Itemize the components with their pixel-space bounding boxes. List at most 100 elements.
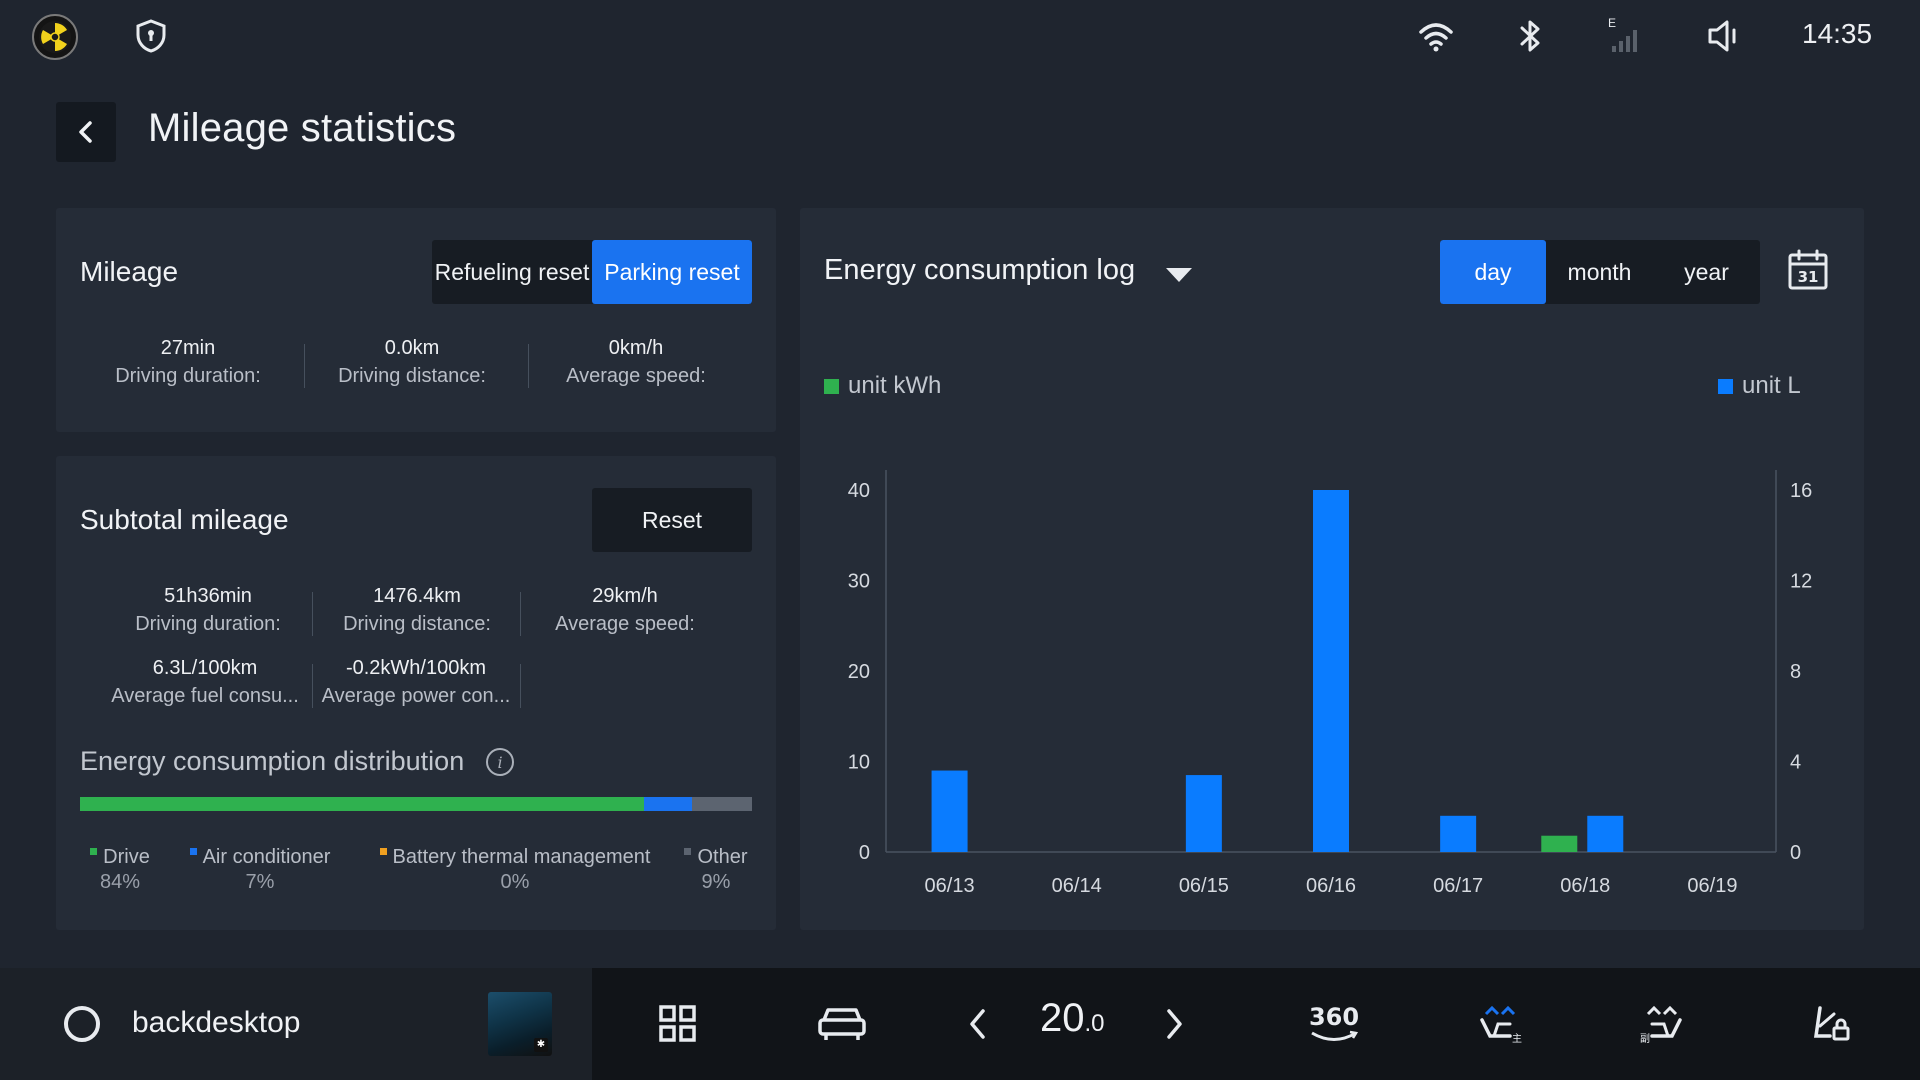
subtotal-stat-fuel: 6.3L/100km Average fuel consu... xyxy=(103,654,307,710)
calendar-day: 31 xyxy=(1797,268,1819,286)
stat-value: 29km/h xyxy=(592,585,658,607)
legend-swatch xyxy=(824,378,839,394)
legend-unit-kwh: unit kWh xyxy=(824,372,941,400)
divider xyxy=(312,664,313,708)
energy-consumption-chart: 0 10 20 30 40 0 4 8 12 16 06/13 06/14 06/15 06/16 06/1… xyxy=(848,470,1812,897)
distribution-segment-air-conditioner xyxy=(644,797,692,811)
360-camera-icon[interactable]: 360 xyxy=(1306,996,1362,1052)
legend-dot xyxy=(90,848,98,855)
energy-log-title[interactable]: Energy consumption log xyxy=(824,254,1136,286)
legend-dot xyxy=(379,848,387,855)
y-left-tick-label: 30 xyxy=(848,571,870,593)
divider xyxy=(520,664,521,708)
subtotal-reset-button[interactable]: Reset xyxy=(592,488,752,552)
x-tick-label: 06/16 xyxy=(1306,875,1356,897)
legend-dot xyxy=(684,848,692,855)
temperature-decimal: .0 xyxy=(1084,1010,1105,1037)
stat-value: 1476.4km xyxy=(373,585,461,607)
stat-label: Average speed: xyxy=(555,613,695,635)
stat-label: Average fuel consu... xyxy=(111,685,299,707)
temperature-value: 20 xyxy=(1040,996,1085,1040)
legend-percent: 84% xyxy=(99,871,141,893)
period-day[interactable]: day xyxy=(1440,240,1546,304)
info-icon[interactable]: i xyxy=(486,748,514,776)
car-icon[interactable] xyxy=(816,996,868,1052)
stat-value: -0.2kWh/100km xyxy=(345,657,487,679)
period-year[interactable]: year xyxy=(1684,258,1729,285)
period-toggle: day month year xyxy=(1440,240,1760,304)
mileage-stat-distance: 0.0km Driving distance: xyxy=(307,334,517,390)
bluetooth-icon[interactable] xyxy=(1516,16,1544,56)
calendar-icon[interactable]: 31 xyxy=(1786,248,1830,292)
legend-battery-thermal: Battery thermal management 0% xyxy=(358,846,672,894)
divider xyxy=(304,344,305,388)
x-tick-label: 06/19 xyxy=(1687,875,1737,897)
y-right-tick-label: 16 xyxy=(1790,480,1812,502)
stat-label: Driving distance: xyxy=(338,365,486,387)
stat-value: 27min xyxy=(160,337,216,359)
stat-value: 51h36min xyxy=(164,585,252,607)
mileage-stat-duration: 27min Driving duration: xyxy=(83,334,293,390)
divider xyxy=(520,592,521,636)
volume-muted-icon[interactable] xyxy=(1706,16,1742,56)
temp-down-icon[interactable] xyxy=(966,996,990,1052)
distribution-segment-drive xyxy=(80,797,645,811)
refueling-reset-option[interactable]: Refueling reset xyxy=(434,258,590,285)
360-camera-label: 360 xyxy=(1308,1003,1360,1031)
svg-text:主: 主 xyxy=(1512,1033,1522,1045)
legend-dot xyxy=(189,848,197,855)
x-tick-label: 06/14 xyxy=(1052,875,1102,897)
media-thumbnail[interactable]: ✱ xyxy=(488,992,552,1056)
subtotal-title: Subtotal mileage xyxy=(80,504,289,535)
distribution-bar xyxy=(80,797,752,811)
subtotal-stat-duration: 51h36min Driving duration: xyxy=(103,582,313,638)
x-tick-label: 06/17 xyxy=(1433,875,1483,897)
period-month[interactable]: month xyxy=(1567,258,1632,285)
legend-air-conditioner: Air conditioner 7% xyxy=(170,846,350,894)
distribution-segment-other xyxy=(691,797,752,811)
divider xyxy=(528,344,529,388)
mileage-stat-speed: 0km/h Average speed: xyxy=(531,334,741,390)
bluetooth-icon: ✱ xyxy=(534,1038,548,1052)
bar-liters xyxy=(1185,775,1222,852)
clock-time: 14:35 xyxy=(1802,18,1873,49)
y-left-tick-label: 20 xyxy=(848,661,870,683)
parking-reset-option[interactable]: Parking reset xyxy=(592,240,752,304)
cellular-signal-icon: E xyxy=(1608,16,1642,56)
seat-lock-icon[interactable] xyxy=(1812,996,1852,1052)
y-left-tick-label: 10 xyxy=(848,752,870,774)
driver-seat-fan-icon[interactable]: 主 xyxy=(1476,996,1524,1052)
legend-unit-l: unit L xyxy=(1718,372,1801,400)
status-bar: E 14:35 xyxy=(0,0,1920,72)
back-button[interactable] xyxy=(56,102,116,162)
y-right-tick-label: 8 xyxy=(1790,661,1801,683)
legend-name: Air conditioner xyxy=(202,846,331,868)
stat-label: Average power con... xyxy=(321,685,511,707)
x-tick-label: 06/18 xyxy=(1560,875,1610,897)
temp-up-icon[interactable] xyxy=(1162,996,1186,1052)
svg-text:副: 副 xyxy=(1640,1033,1650,1045)
chevron-left-icon xyxy=(79,121,92,143)
home-circle-icon[interactable] xyxy=(64,1006,100,1042)
subtotal-stat-distance: 1476.4km Driving distance: xyxy=(312,582,522,638)
bottom-dock: backdesktop ✱ 20.0 360 主 副 xyxy=(0,968,1920,1080)
stat-label: Driving duration: xyxy=(135,613,281,635)
bar-kwh xyxy=(1541,835,1578,852)
stat-label: Driving duration: xyxy=(115,365,261,387)
shield-icon[interactable] xyxy=(134,18,168,54)
divider xyxy=(312,592,313,636)
bar-liters xyxy=(1313,490,1349,852)
stat-label: Driving distance: xyxy=(343,613,491,635)
bar-liters xyxy=(931,770,968,852)
x-tick-label: 06/15 xyxy=(1179,875,1229,897)
legend-label: unit kWh xyxy=(848,372,942,399)
passenger-seat-fan-icon[interactable]: 副 xyxy=(1638,996,1686,1052)
legend-name: Battery thermal management xyxy=(392,846,651,868)
wifi-icon[interactable] xyxy=(1418,16,1454,56)
dock-home-area: backdesktop ✱ xyxy=(0,968,592,1080)
apps-grid-icon[interactable] xyxy=(658,996,698,1052)
y-right-tick-label: 12 xyxy=(1790,571,1812,593)
logo-icon[interactable] xyxy=(32,14,78,60)
dock-label[interactable]: backdesktop xyxy=(132,1006,301,1039)
dropdown-caret-icon[interactable] xyxy=(1166,268,1192,282)
